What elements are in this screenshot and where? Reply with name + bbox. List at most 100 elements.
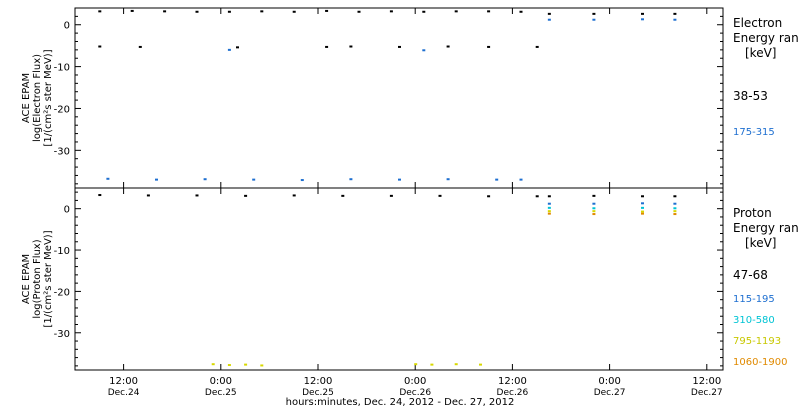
data-point — [236, 46, 239, 49]
data-point — [535, 195, 539, 198]
data-point — [146, 194, 150, 197]
data-point — [592, 213, 596, 216]
data-point — [479, 363, 482, 366]
x-tick-day-label: Dec.26 — [497, 388, 529, 398]
legend-entry-310-580: 310-580 — [733, 315, 775, 326]
x-tick-day-label: Dec.26 — [399, 388, 431, 398]
data-point — [454, 10, 458, 13]
data-point — [341, 194, 345, 197]
y-tick-label: -30 — [54, 146, 70, 157]
series-1060-1900 — [547, 212, 677, 216]
data-point — [98, 194, 102, 197]
data-point — [130, 9, 134, 12]
y-tick-label: 0 — [64, 205, 70, 216]
x-axis-title: hours:minutes, Dec. 24, 2012 - Dec. 27, … — [286, 397, 515, 408]
data-point — [673, 213, 677, 216]
data-point — [260, 364, 264, 367]
data-point — [641, 195, 644, 198]
x-tick-day-label: Dec.27 — [594, 388, 626, 398]
electron-legend-title-3: [keV] — [745, 46, 776, 60]
electron-ylabel-line-2: log(Electron Flux) — [32, 54, 43, 142]
data-point — [195, 10, 199, 13]
data-point — [641, 202, 644, 205]
data-point — [519, 10, 523, 13]
proton-y-axis-title: ACE EPAM log(Proton Flux) [1/(cm²s ster … — [21, 230, 54, 327]
y-tick-label: -30 — [54, 329, 70, 340]
data-point — [487, 195, 491, 198]
y-tick-label: -20 — [54, 104, 70, 115]
data-point — [641, 206, 644, 209]
data-point — [592, 12, 596, 15]
data-point — [592, 207, 596, 210]
x-tick-time-label: 0:00 — [598, 376, 620, 387]
y-tick-label: 0 — [64, 21, 70, 32]
proton-ylabel-line-3: [1/(cm²s ster MeV)] — [43, 230, 54, 327]
data-point — [244, 363, 248, 366]
electron-legend: Electron Energy ran [keV] 38-53 175-315 — [733, 16, 799, 138]
electron-legend-title-2: Energy ran — [733, 31, 799, 45]
legend-entry-1060-1900: 1060-1900 — [733, 357, 788, 368]
data-point — [673, 195, 677, 198]
data-point — [252, 178, 256, 181]
data-point — [244, 194, 248, 197]
y-tick-label: -10 — [54, 63, 70, 74]
data-point — [673, 207, 677, 210]
series-115-195 — [547, 202, 677, 205]
series-47-68 — [98, 194, 677, 198]
data-point — [446, 178, 450, 181]
proton-panel-frame — [74, 187, 724, 371]
data-point — [547, 18, 551, 21]
x-tick-time-label: 12:00 — [109, 376, 138, 387]
data-point — [592, 202, 596, 205]
legend-entry-47-68: 47-68 — [733, 268, 768, 282]
data-point — [641, 18, 644, 21]
x-axis-ticks: 12:00Dec.240:00Dec.2512:00Dec.250:00Dec.… — [108, 8, 723, 398]
data-point — [292, 10, 296, 13]
data-point — [414, 363, 418, 366]
data-point — [592, 210, 596, 213]
data-point — [325, 45, 329, 48]
data-point — [547, 195, 551, 198]
legend-entry-38-53: 38-53 — [733, 89, 768, 103]
data-point — [641, 12, 644, 15]
data-point — [300, 179, 304, 182]
x-tick-time-label: 12:00 — [692, 376, 721, 387]
legend-entry-115-195: 115-195 — [733, 294, 775, 305]
data-point — [487, 45, 491, 48]
data-point — [495, 178, 499, 181]
data-point — [547, 206, 551, 209]
data-point — [98, 10, 102, 13]
data-point — [292, 194, 296, 197]
data-point — [163, 10, 167, 13]
proton-ylabel-line-1: ACE EPAM — [21, 254, 32, 304]
data-point — [155, 178, 158, 181]
y-tick-label: -10 — [54, 246, 70, 257]
data-point — [519, 178, 523, 181]
data-point — [389, 10, 393, 13]
data-point — [454, 363, 458, 366]
data-points — [98, 9, 677, 367]
data-point — [446, 45, 450, 48]
x-tick-day-label: Dec.25 — [302, 388, 334, 398]
data-point — [422, 49, 426, 52]
data-point — [398, 178, 401, 181]
x-tick-day-label: Dec.27 — [691, 388, 723, 398]
data-point — [389, 194, 393, 197]
x-tick-time-label: 12:00 — [498, 376, 527, 387]
data-point — [592, 194, 596, 197]
x-tick-time-label: 0:00 — [210, 376, 232, 387]
data-point — [260, 10, 264, 13]
data-point — [398, 45, 401, 48]
electron-ylabel-line-1: ACE EPAM — [21, 73, 32, 123]
data-point — [349, 45, 353, 48]
electron-y-axis-title: ACE EPAM log(Electron Flux) [1/(cm²s ste… — [21, 49, 54, 146]
y-axis-ticks: 0 -10 -20 -30 0 -10 -20 -30 — [54, 7, 723, 367]
data-point — [138, 45, 142, 48]
proton-legend-title-3: [keV] — [745, 236, 776, 250]
electron-legend-title-1: Electron — [733, 16, 782, 30]
data-point — [547, 202, 551, 205]
data-point — [547, 210, 551, 213]
data-point — [535, 45, 539, 48]
data-point — [673, 18, 677, 21]
